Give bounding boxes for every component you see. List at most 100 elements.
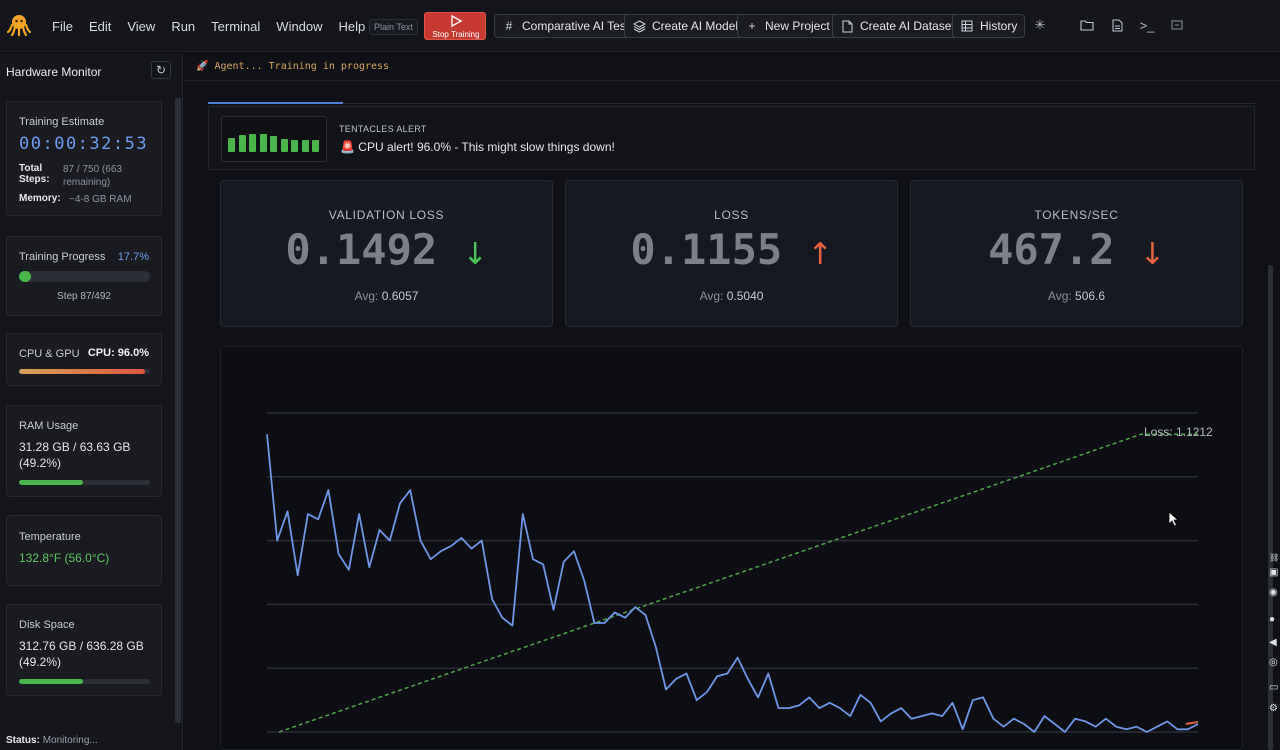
new-project-label: New Project xyxy=(765,19,830,33)
terminal-icon[interactable]: >_ xyxy=(1139,17,1155,33)
memory-row: Memory: ~4-8 GB RAM xyxy=(19,193,161,206)
loss-annotation-label: Loss: 1.1212 xyxy=(1144,425,1213,439)
menu-window[interactable]: Window xyxy=(276,18,323,34)
folder-icon[interactable] xyxy=(1078,16,1096,34)
total-steps-row: Total Steps: 87 / 750 (663 remaining) xyxy=(19,163,155,189)
status-label: Status: xyxy=(6,735,40,746)
disk-bar xyxy=(19,679,150,684)
alert-message: 🚨 CPU alert! 96.0% - This might slow thi… xyxy=(340,140,615,154)
tokens-per-sec-value: 467.2 xyxy=(988,225,1115,274)
cpu-meter-segment xyxy=(228,138,235,152)
play-icon xyxy=(451,15,462,27)
layers-icon xyxy=(632,19,646,33)
menu-bar: File Edit View Run Terminal Window Help xyxy=(44,0,373,52)
cpu-meter-segment xyxy=(238,135,246,152)
document-icon[interactable] xyxy=(1108,16,1126,34)
file-icon xyxy=(840,19,854,33)
tokens-per-sec-title: TOKENS/SEC xyxy=(1034,208,1119,222)
training-progress-bar xyxy=(19,271,150,282)
create-ai-dataset-label: Create AI Dataset xyxy=(860,19,955,33)
training-dashboard: 🚀 Agent... Training in progress TENTACLE… xyxy=(184,53,1280,750)
loss-value: 0.1155 xyxy=(630,225,783,274)
gear-icon[interactable]: ⚙ xyxy=(1269,703,1278,714)
cpu-bar xyxy=(19,369,150,374)
octopus-logo-icon xyxy=(7,15,31,37)
loss-chart-svg: Loss: 1.1212 xyxy=(266,412,1213,733)
cpu-gpu-title: CPU & GPU xyxy=(19,348,80,360)
cpu-value: CPU: 96.0% xyxy=(87,347,149,359)
loss-avg-label: Avg: xyxy=(699,289,724,303)
training-progress-card: Training Progress 17.7% Step 87/492 xyxy=(6,236,162,316)
ram-bar xyxy=(19,480,150,485)
history-label: History xyxy=(980,19,1018,33)
cpu-meter-segment xyxy=(312,140,319,152)
trend-series-line xyxy=(278,433,1198,733)
speaker-icon[interactable]: ◀ xyxy=(1269,637,1277,648)
loss-avg-value: 0.5040 xyxy=(726,289,764,303)
menu-file[interactable]: File xyxy=(52,18,73,34)
menu-edit[interactable]: Edit xyxy=(88,18,112,34)
record-icon[interactable]: ◉ xyxy=(1269,587,1278,598)
active-tab-indicator[interactable] xyxy=(208,102,343,104)
cpu-meter-segment xyxy=(280,139,288,152)
menu-view[interactable]: View xyxy=(127,18,156,34)
link-icon[interactable]: ⛓ xyxy=(1269,553,1280,562)
microphone-icon[interactable]: ● xyxy=(1269,614,1276,625)
menu-help[interactable]: Help xyxy=(338,18,366,34)
table-icon xyxy=(960,19,974,33)
cpu-gpu-card: CPU & GPU CPU: 96.0% xyxy=(6,333,162,386)
validation-loss-title: VALIDATION LOSS xyxy=(328,208,445,222)
mouse-cursor-icon xyxy=(1168,511,1180,527)
language-mode-badge[interactable]: Plain Text xyxy=(369,19,418,35)
status-line: Status: Monitoring... xyxy=(6,735,98,746)
hardware-monitor-sidebar: Hardware Monitor ↻ Training Estimate 00:… xyxy=(0,53,183,750)
create-ai-model-label: Create AI Model xyxy=(652,19,739,33)
device-icon[interactable] xyxy=(1168,16,1186,34)
top-bar: File Edit View Run Terminal Window Help … xyxy=(0,0,1280,52)
cpu-meter-segment xyxy=(270,136,277,152)
tab-divider xyxy=(343,103,1255,104)
disk-space-value: 312.76 GB / 636.28 GB (49.2%) xyxy=(19,639,144,669)
agent-status-text: 🚀 Agent... Training in progress xyxy=(196,61,390,72)
temperature-value: 132.8°F (56.0°C) xyxy=(19,551,110,565)
create-ai-model-button[interactable]: Create AI Model xyxy=(624,14,747,38)
main-scrollbar[interactable] xyxy=(1268,265,1273,750)
cpu-meter-segment xyxy=(249,134,256,152)
cpu-meter-segment xyxy=(259,134,267,152)
training-estimate-card: Training Estimate 00:00:32:53 Total Step… xyxy=(6,101,162,216)
tokens-per-sec-avg-label: Avg: xyxy=(1047,289,1072,303)
window-icon[interactable]: ▭ xyxy=(1269,682,1279,693)
cpu-meter-icon xyxy=(221,116,327,162)
refresh-icon[interactable]: ↻ xyxy=(151,61,171,79)
comparative-ai-test-button[interactable]: # Comparative AI Test xyxy=(494,14,638,38)
validation-loss-value-row: 0.1492 ↓ xyxy=(221,225,552,274)
cpu-meter-segment xyxy=(301,140,309,152)
sparkle-icon[interactable]: ✳ xyxy=(1034,17,1046,32)
cpu-fill xyxy=(19,369,145,374)
menu-terminal[interactable]: Terminal xyxy=(211,18,261,34)
training-progress-title: Training Progress xyxy=(19,251,106,263)
validation-loss-avg: Avg: 0.6057 xyxy=(221,289,552,303)
timer-icon[interactable]: ◎ xyxy=(1269,657,1278,668)
stop-training-button[interactable]: Stop Training xyxy=(424,12,486,40)
disk-space-card: Disk Space 312.76 GB / 636.28 GB (49.2%) xyxy=(6,604,162,696)
cpu-meter-segment xyxy=(291,140,298,152)
create-ai-dataset-button[interactable]: Create AI Dataset xyxy=(832,14,963,38)
memory-label: Memory: xyxy=(19,193,61,204)
tentacles-alert: TENTACLES ALERT 🚨 CPU alert! 96.0% - Thi… xyxy=(208,106,1255,170)
validation-loss-avg-value: 0.6057 xyxy=(381,289,419,303)
camera-icon[interactable]: ▣ xyxy=(1269,567,1279,578)
ram-usage-value: 31.28 GB / 63.63 GB (49.2%) xyxy=(19,440,131,470)
disk-space-title: Disk Space xyxy=(19,619,75,631)
sidebar-scrollbar[interactable] xyxy=(175,98,181,723)
loss-chart: Loss: 1.1212 xyxy=(220,346,1243,750)
disk-fill xyxy=(19,679,84,684)
stop-training-label: Stop Training xyxy=(432,30,480,39)
ram-usage-card: RAM Usage 31.28 GB / 63.63 GB (49.2%) xyxy=(6,405,162,497)
loss-avg: Avg: 0.5040 xyxy=(566,289,897,303)
menu-run[interactable]: Run xyxy=(171,18,196,34)
history-button[interactable]: History xyxy=(952,14,1026,38)
new-project-button[interactable]: + New Project xyxy=(737,14,838,38)
latest-point-marker xyxy=(1185,721,1199,726)
temperature-card: Temperature 132.8°F (56.0°C) xyxy=(6,515,162,586)
